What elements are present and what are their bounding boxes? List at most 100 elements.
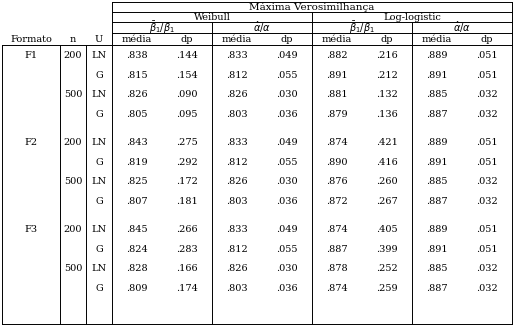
Text: $\hat{\alpha}/\alpha$: $\hat{\alpha}/\alpha$ bbox=[453, 20, 471, 35]
Text: .032: .032 bbox=[476, 197, 498, 206]
Text: .216: .216 bbox=[376, 51, 398, 60]
Text: .826: .826 bbox=[126, 90, 148, 99]
Text: .266: .266 bbox=[176, 225, 198, 234]
Text: .833: .833 bbox=[226, 51, 248, 60]
Text: .049: .049 bbox=[276, 138, 298, 147]
Text: .885: .885 bbox=[426, 90, 448, 99]
Text: .172: .172 bbox=[176, 177, 198, 186]
Text: dp: dp bbox=[181, 34, 193, 44]
Text: $\hat{\alpha}/\alpha$: $\hat{\alpha}/\alpha$ bbox=[253, 20, 271, 35]
Text: dp: dp bbox=[281, 34, 293, 44]
Text: .421: .421 bbox=[376, 138, 398, 147]
Text: .036: .036 bbox=[276, 197, 298, 206]
Text: .812: .812 bbox=[226, 71, 248, 80]
Text: .809: .809 bbox=[126, 284, 148, 293]
Text: .049: .049 bbox=[276, 225, 298, 234]
Text: .055: .055 bbox=[276, 158, 298, 167]
Text: .881: .881 bbox=[326, 90, 348, 99]
Text: LN: LN bbox=[91, 138, 106, 147]
Text: .283: .283 bbox=[176, 245, 198, 254]
Text: $\bar{\beta}_1/\beta_1$: $\bar{\beta}_1/\beta_1$ bbox=[149, 19, 175, 35]
Text: .828: .828 bbox=[126, 264, 148, 273]
Text: .887: .887 bbox=[426, 284, 448, 293]
Text: .890: .890 bbox=[326, 158, 348, 167]
Text: dp: dp bbox=[481, 34, 493, 44]
Text: .051: .051 bbox=[476, 71, 498, 80]
Text: .154: .154 bbox=[176, 71, 198, 80]
Text: .889: .889 bbox=[426, 225, 448, 234]
Text: .833: .833 bbox=[226, 225, 248, 234]
Text: .882: .882 bbox=[326, 51, 348, 60]
Text: U: U bbox=[95, 34, 103, 44]
Text: .874: .874 bbox=[326, 284, 348, 293]
Text: média: média bbox=[122, 34, 152, 44]
Text: .887: .887 bbox=[426, 110, 448, 119]
Text: .030: .030 bbox=[276, 177, 298, 186]
Text: LN: LN bbox=[91, 264, 106, 273]
Text: LN: LN bbox=[91, 90, 106, 99]
Text: .132: .132 bbox=[376, 90, 398, 99]
Text: .416: .416 bbox=[376, 158, 398, 167]
Text: média: média bbox=[422, 34, 452, 44]
Text: .833: .833 bbox=[226, 138, 248, 147]
Text: $\bar{\beta}_1/\beta_1$: $\bar{\beta}_1/\beta_1$ bbox=[349, 19, 375, 35]
Text: .887: .887 bbox=[426, 197, 448, 206]
Text: .889: .889 bbox=[426, 51, 448, 60]
Text: .049: .049 bbox=[276, 51, 298, 60]
Text: .036: .036 bbox=[276, 284, 298, 293]
Text: .032: .032 bbox=[476, 264, 498, 273]
Text: .891: .891 bbox=[426, 245, 448, 254]
Text: .891: .891 bbox=[426, 71, 448, 80]
Text: G: G bbox=[95, 110, 103, 119]
Text: F1: F1 bbox=[25, 51, 38, 60]
Text: .252: .252 bbox=[376, 264, 398, 273]
Text: .803: .803 bbox=[226, 110, 248, 119]
Text: média: média bbox=[322, 34, 352, 44]
Text: 500: 500 bbox=[64, 90, 82, 99]
Text: .032: .032 bbox=[476, 110, 498, 119]
Text: 500: 500 bbox=[64, 177, 82, 186]
Text: .885: .885 bbox=[426, 264, 448, 273]
Text: .878: .878 bbox=[326, 264, 348, 273]
Text: .051: .051 bbox=[476, 158, 498, 167]
Text: G: G bbox=[95, 71, 103, 80]
Text: .825: .825 bbox=[126, 177, 148, 186]
Text: .803: .803 bbox=[226, 197, 248, 206]
Text: .030: .030 bbox=[276, 90, 298, 99]
Text: .051: .051 bbox=[476, 138, 498, 147]
Text: .874: .874 bbox=[326, 225, 348, 234]
Text: .166: .166 bbox=[176, 264, 198, 273]
Text: LN: LN bbox=[91, 51, 106, 60]
Text: G: G bbox=[95, 197, 103, 206]
Text: .174: .174 bbox=[176, 284, 198, 293]
Text: .292: .292 bbox=[176, 158, 198, 167]
Text: 200: 200 bbox=[64, 225, 82, 234]
Text: .803: .803 bbox=[226, 284, 248, 293]
Text: .815: .815 bbox=[126, 71, 148, 80]
Text: .843: .843 bbox=[126, 138, 148, 147]
Text: 500: 500 bbox=[64, 264, 82, 273]
Text: média: média bbox=[222, 34, 252, 44]
Text: .030: .030 bbox=[276, 264, 298, 273]
Text: n: n bbox=[70, 34, 76, 44]
Text: G: G bbox=[95, 158, 103, 167]
Text: .055: .055 bbox=[276, 71, 298, 80]
Text: .136: .136 bbox=[376, 110, 398, 119]
Text: .845: .845 bbox=[126, 225, 148, 234]
Text: G: G bbox=[95, 284, 103, 293]
Text: .872: .872 bbox=[326, 197, 348, 206]
Text: .885: .885 bbox=[426, 177, 448, 186]
Text: .181: .181 bbox=[176, 197, 198, 206]
Text: 200: 200 bbox=[64, 51, 82, 60]
Text: 200: 200 bbox=[64, 138, 82, 147]
Text: .824: .824 bbox=[126, 245, 148, 254]
Text: Máxima Verosimilhança: Máxima Verosimilhança bbox=[249, 2, 375, 12]
Text: .259: .259 bbox=[376, 284, 398, 293]
Text: .036: .036 bbox=[276, 110, 298, 119]
Text: .819: .819 bbox=[126, 158, 148, 167]
Text: LN: LN bbox=[91, 177, 106, 186]
Text: .838: .838 bbox=[126, 51, 148, 60]
Text: .260: .260 bbox=[376, 177, 398, 186]
Text: .807: .807 bbox=[126, 197, 148, 206]
Text: .090: .090 bbox=[176, 90, 198, 99]
